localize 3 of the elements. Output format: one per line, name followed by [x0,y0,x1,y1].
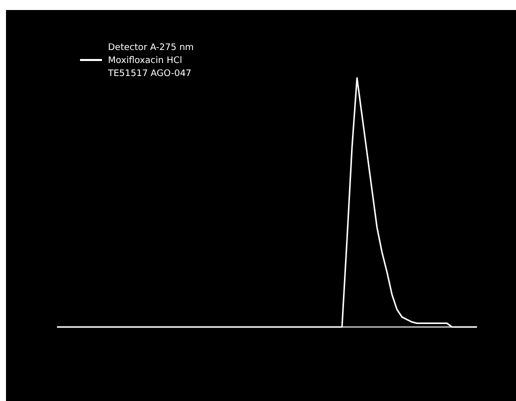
legend-label: Moxifloxacin HCl [108,56,182,66]
annotation: TE51517 AGO-047 [107,69,192,79]
text: Detector A-275 nm [108,43,194,53]
